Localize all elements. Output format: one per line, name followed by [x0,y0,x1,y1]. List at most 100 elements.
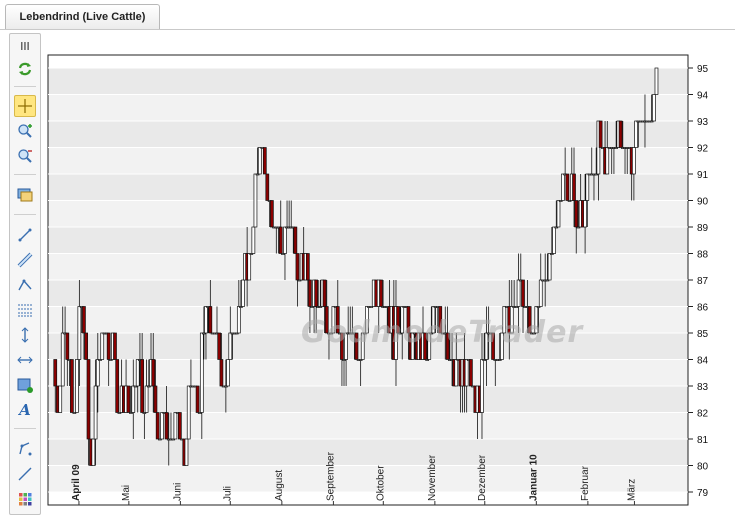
candle-body [340,332,344,360]
text-icon[interactable]: A [19,401,31,419]
y-tick-label: 93 [697,117,709,128]
grid-band [48,121,688,148]
candle-body [158,438,162,441]
candle-body [369,306,374,308]
zoom-in-icon[interactable] [14,120,36,142]
candle-body [545,279,550,282]
ruler-icon[interactable] [14,249,36,271]
crosshair-icon[interactable] [14,95,36,117]
candle-body [257,147,262,175]
candle-body [308,279,312,307]
candle-body [195,385,200,413]
candle-body [204,306,208,334]
grid-band [48,227,688,254]
line-tool-icon[interactable] [14,224,36,246]
pen-icon[interactable] [14,438,36,460]
polyline-icon[interactable] [14,274,36,296]
candle-body [598,120,603,148]
candle-body [322,279,327,307]
x-tick-label: Februar [580,465,591,501]
candle-body [270,200,274,228]
x-tick-label: April 09 [71,464,82,501]
candle-body [65,332,70,360]
candle-body [184,438,189,466]
toolbar-separator [14,214,36,215]
candle-body [549,253,554,255]
candle-body [406,306,411,334]
y-tick-label: 85 [697,329,709,340]
price-chart[interactable]: 79 80 81 82 83 84 85 86 87 88 89 90 91 92 93 94 95 April … [46,53,735,509]
candle-body [140,359,144,413]
vertical-line-icon[interactable] [14,324,36,346]
candle-body [84,332,89,360]
rectangle-icon[interactable] [14,374,36,396]
candle-body [358,359,363,361]
candle-body [314,279,319,307]
candle-body [567,200,572,202]
palette-icon[interactable] [14,488,36,510]
x-tick-label: November [427,454,438,501]
candle-body [427,332,432,360]
candle-body [171,438,176,441]
candle-body [329,332,334,335]
candle-body [410,332,415,360]
ray-icon[interactable] [14,463,36,485]
candle-body [514,306,519,308]
candle-body [75,359,79,413]
y-tick-label: 95 [697,64,709,75]
candle-body [144,385,149,413]
candle-body [552,226,556,254]
grid-band [48,333,688,360]
candle-body [253,173,258,228]
candle-body [574,200,579,228]
candle-body [396,306,400,334]
screen-icon[interactable] [14,184,36,206]
candle-body [547,253,552,281]
candle-body [236,306,241,334]
candle-body [249,253,254,255]
grip-icon[interactable] [14,38,36,54]
candle-body [335,306,340,334]
candle-body [310,306,314,308]
refresh-icon[interactable] [14,58,36,80]
candle-body [469,359,473,387]
x-tick-label: Juni [172,483,183,501]
candle-body [133,385,138,388]
candle-body [532,332,536,335]
toolbar-separator [14,428,36,429]
candle-body [98,359,102,361]
candle-body [251,226,256,254]
candle-body [95,359,100,387]
chart-canvas[interactable]: 79 80 81 82 83 84 85 86 87 88 89 90 91 92 93 94 95 April … [46,53,735,509]
candle-body [354,332,359,360]
candle-body [502,306,507,334]
candle-body [108,359,113,361]
grid-band [48,412,688,439]
watermark: GodmodeTrader [301,315,584,350]
candle-body [58,385,63,413]
horizontal-line-icon[interactable] [14,349,36,371]
candle-body [151,359,156,387]
chart-toolbar: A [9,33,41,515]
candle-body [464,359,469,387]
candle-body [281,253,285,255]
grid-band [48,280,688,307]
grid-band [48,147,688,174]
fibonacci-icon[interactable] [14,299,36,321]
tab-live-cattle[interactable]: Lebendrind (Live Cattle) [5,4,160,29]
candle-body [429,332,434,335]
y-tick-label: 83 [697,382,709,393]
candle-body [431,306,436,334]
grid-band [48,359,688,386]
candle-body [318,306,323,308]
y-tick-label: 79 [697,488,709,499]
candle-body [497,359,502,361]
zoom-out-icon[interactable] [14,145,36,167]
candle-body [219,359,224,387]
tab-bar: Lebendrind (Live Cattle) [0,0,735,30]
y-tick-label: 84 [697,356,709,367]
candle-body [106,332,111,360]
grid-band [48,386,688,413]
candle-body [438,306,443,334]
candle-body [491,332,495,360]
